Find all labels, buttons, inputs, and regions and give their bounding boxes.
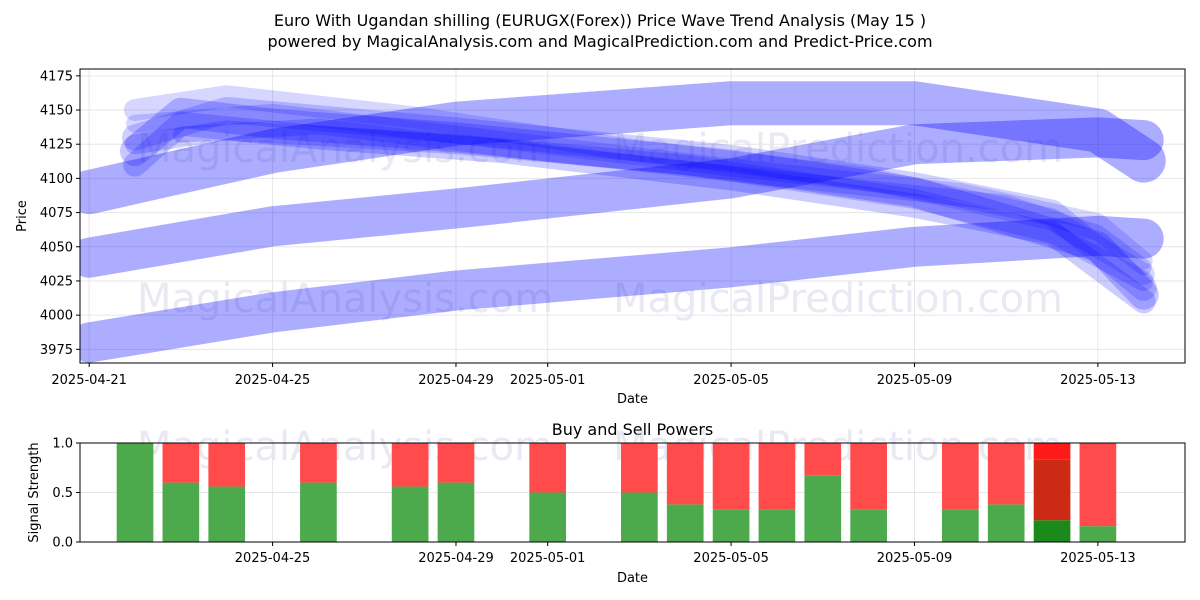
- sell-bar: [804, 443, 842, 476]
- buy-sell-panel: Buy and Sell PowersMagicalAnalysis.comMa…: [27, 420, 1186, 586]
- bottom-x-axis-label: Date: [617, 571, 648, 586]
- wave-series-0: [80, 81, 1166, 215]
- y-tick-label: 1.0: [52, 437, 73, 452]
- top-axes-frame: [79, 68, 1186, 364]
- x-tick-label: 2025-05-01: [510, 373, 586, 388]
- y-tick-label: 0.0: [52, 536, 73, 551]
- chart-title-line1: Euro With Ugandan shilling (EURUGX(Forex…: [274, 11, 926, 30]
- x-tick-label: 2025-05-09: [877, 373, 953, 388]
- wave-group: [80, 81, 1166, 363]
- y-tick-label: 4150: [40, 104, 73, 119]
- y-tick-label: 4075: [40, 206, 73, 221]
- sell-bar: [437, 443, 475, 483]
- y-tick-label: 3975: [40, 343, 73, 358]
- sell-bar: [758, 443, 796, 510]
- buy-bar: [621, 492, 658, 542]
- y-tick-label: 0.5: [52, 486, 73, 501]
- wave-series-7: [125, 120, 1154, 291]
- wave-series-2: [80, 215, 1164, 363]
- sell-bar: [621, 443, 658, 493]
- buy-bar: [437, 482, 475, 542]
- buy-bar: [804, 475, 842, 542]
- x-tick-label: 2025-04-29: [418, 551, 494, 566]
- wave-series-3: [120, 97, 1159, 310]
- watermark-left: MagicalAnalysis.com: [137, 126, 553, 172]
- y-axis-label: Price: [15, 200, 30, 232]
- y-tick-label: 4100: [40, 172, 73, 187]
- y-tick-label: 4050: [40, 240, 73, 255]
- buy-bar: [941, 509, 979, 542]
- chart-title-line2: powered by MagicalAnalysis.com and Magic…: [267, 32, 932, 51]
- x-tick-label: 2025-05-01: [510, 551, 586, 566]
- buy-bar: [162, 482, 200, 542]
- sell-bar: [712, 443, 750, 510]
- buy-bar: [850, 509, 887, 542]
- sell-bar: [850, 443, 887, 510]
- mixed-bar: [1033, 459, 1071, 521]
- watermark-left-2: MagicalAnalysis.com: [137, 276, 553, 322]
- buy-bar: [208, 486, 246, 542]
- sell-bar: [300, 443, 337, 483]
- sell-bar: [529, 443, 567, 493]
- x-tick-label: 2025-05-13: [1060, 373, 1136, 388]
- sell-bar: [1079, 443, 1117, 527]
- wave-series-1: [80, 117, 1164, 278]
- bottom-y-axis-label: Signal Strength: [27, 442, 42, 542]
- buy-bar: [116, 443, 154, 542]
- watermark-right-2: MagicalPrediction.com: [613, 276, 1063, 322]
- buy-bar: [666, 504, 704, 542]
- wave-series-9: [172, 118, 1152, 276]
- x-tick-label: 2025-05-05: [693, 373, 769, 388]
- buy-bar: [987, 504, 1025, 542]
- x-tick-label: 2025-05-05: [693, 551, 769, 566]
- watermark-bottom-left: MagicalAnalysis.com: [137, 424, 553, 470]
- bottom-chart-title: Buy and Sell Powers: [552, 420, 714, 439]
- y-tick-label: 4125: [40, 138, 73, 153]
- y-tick-label: 4025: [40, 274, 73, 289]
- x-tick-label: 2025-04-25: [235, 551, 311, 566]
- wave-series-8: [126, 103, 1153, 270]
- sell-bar: [666, 443, 704, 505]
- wave-series-6: [124, 85, 1155, 286]
- buy-bar: [712, 509, 750, 542]
- sell-bar: [1033, 443, 1071, 460]
- sell-bar: [987, 443, 1025, 505]
- bottom-axes-frame: [79, 442, 1186, 543]
- price-wave-panel: MagicalAnalysis.com MagicalPrediction.com…: [15, 68, 1186, 407]
- sell-bar: [941, 443, 979, 510]
- y-tick-label: 4175: [40, 69, 73, 84]
- buy-bar: [391, 486, 429, 542]
- watermark-right: MagicalPrediction.com: [613, 126, 1063, 172]
- buy-bar: [1079, 526, 1117, 542]
- x-tick-label: 2025-05-13: [1060, 551, 1136, 566]
- wave-series-5: [123, 111, 1156, 314]
- wave-series-4: [122, 97, 1157, 301]
- x-tick-label: 2025-04-25: [235, 373, 311, 388]
- sell-bar: [162, 443, 200, 483]
- x-tick-label: 2025-04-21: [51, 373, 127, 388]
- x-tick-label: 2025-05-09: [877, 551, 953, 566]
- x-tick-label: 2025-04-29: [418, 373, 494, 388]
- buy-bar: [758, 509, 796, 542]
- x-axis-label: Date: [617, 392, 648, 407]
- sell-bar: [208, 443, 246, 487]
- sell-bar: [391, 443, 429, 487]
- buy-bar: [1033, 520, 1071, 542]
- buy-bar: [529, 492, 567, 542]
- y-tick-label: 4000: [40, 309, 73, 324]
- buy-bar: [300, 482, 337, 542]
